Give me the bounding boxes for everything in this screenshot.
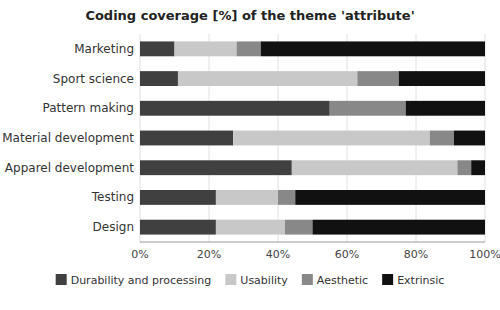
bar-segment (330, 101, 406, 116)
bar-segment (216, 190, 278, 205)
legend-swatch (382, 274, 393, 285)
bar-segment (454, 131, 485, 146)
bar-segment (140, 41, 175, 56)
bar-segment (140, 71, 178, 86)
x-tick-label: 100% (469, 248, 500, 261)
category-label: Apparel development (5, 161, 134, 175)
bar-segment (295, 190, 485, 205)
legend: Durability and processing Usability Aesthe… (56, 274, 445, 287)
legend-swatch (225, 274, 236, 285)
category-label: Pattern making (42, 101, 134, 115)
bar-segment (471, 160, 485, 175)
bar-segment (406, 101, 485, 116)
bar-segment (233, 131, 430, 146)
bar-segment (216, 220, 285, 235)
x-tick-label: 0% (131, 248, 148, 261)
bar-segment (261, 41, 485, 56)
grid (140, 34, 485, 242)
chart: Coding coverage [%] of the theme 'attrib… (0, 0, 500, 310)
bar-segment (140, 160, 292, 175)
bar-segment (278, 190, 295, 205)
bar-segment (175, 41, 237, 56)
legend-label: Extrinsic (397, 274, 444, 287)
legend-label: Aesthetic (317, 274, 368, 287)
category-label: Material development (2, 131, 134, 145)
x-tick-label: 40% (266, 248, 290, 261)
bar-segment (237, 41, 261, 56)
legend-swatch (302, 274, 313, 285)
bar-segment (140, 190, 216, 205)
bar-segment (313, 220, 486, 235)
legend-item: Aesthetic (302, 274, 368, 287)
bar-segment (430, 131, 454, 146)
legend-label: Durability and processing (71, 274, 212, 287)
bar-segment (178, 71, 357, 86)
bars (140, 41, 485, 234)
x-axis-line (140, 242, 485, 243)
bar-segment (140, 101, 330, 116)
title: Coding coverage [%] of the theme 'attrib… (85, 8, 414, 23)
legend-label: Usability (240, 274, 288, 287)
bar-segment (357, 71, 398, 86)
category-label: Marketing (74, 42, 134, 56)
x-tick-label: 60% (335, 248, 359, 261)
category-label: Sport science (53, 72, 134, 86)
category-label: Design (93, 220, 134, 234)
bar-segment (285, 220, 313, 235)
legend-item: Usability (225, 274, 288, 287)
legend-item: Extrinsic (382, 274, 444, 287)
bar-segment (140, 131, 233, 146)
legend-item: Durability and processing (56, 274, 212, 287)
category-label: Testing (91, 190, 134, 204)
x-tick-label: 80% (404, 248, 428, 261)
bar-segment (457, 160, 471, 175)
bar-segment (399, 71, 485, 86)
legend-swatch (56, 274, 67, 285)
bar-segment (292, 160, 458, 175)
x-tick-label: 20% (197, 248, 221, 261)
bar-segment (140, 220, 216, 235)
